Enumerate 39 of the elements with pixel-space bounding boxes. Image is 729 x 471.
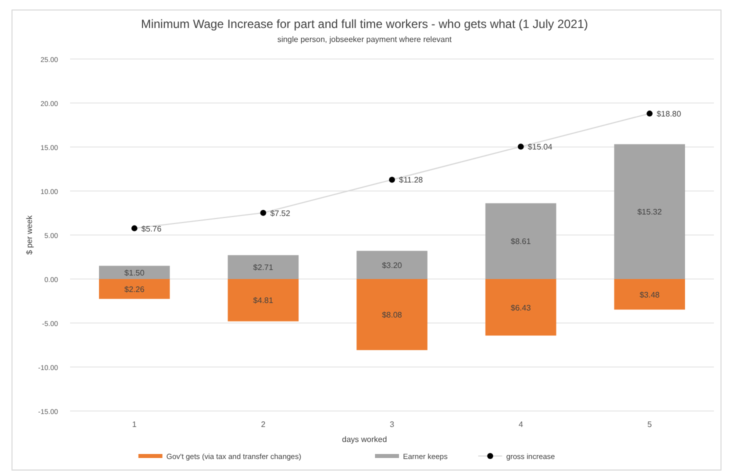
data-label: $4.81: [253, 296, 274, 306]
x-axis-title: days worked: [342, 435, 387, 444]
bar: [614, 144, 686, 279]
bar: [485, 203, 556, 279]
data-label: $7.52: [270, 208, 291, 218]
data-label: $5.76: [141, 224, 162, 234]
data-label: $2.71: [253, 263, 274, 272]
data-label: $3.20: [382, 260, 403, 270]
chart-subtitle: single person, jobseeker payment where relevant: [277, 35, 452, 44]
x-tick-label: 3: [390, 420, 395, 429]
bar: [614, 279, 686, 310]
data-label: $15.32: [637, 208, 662, 217]
bar: [98, 279, 170, 299]
point: [646, 110, 653, 117]
bar: [228, 255, 299, 279]
data-label: $1.50: [124, 268, 145, 278]
bar: [485, 279, 556, 336]
x-tick-label: 1: [132, 420, 138, 429]
x-tick-label: 5: [647, 420, 652, 429]
y-axis-title: $ per week: [25, 214, 34, 255]
bar: [356, 250, 428, 279]
data-label: $8.08: [382, 310, 403, 320]
point: [389, 176, 395, 183]
data-label: $18.80: [656, 110, 682, 119]
data-label: $15.04: [528, 142, 553, 152]
point: [131, 225, 138, 232]
chart-title: Minimum Wage Increase for part and full time workers - who gets what (1 July 2021): [140, 17, 588, 31]
data-label: $3.48: [640, 290, 660, 300]
data-label: $2.26: [124, 284, 145, 294]
point: [518, 144, 524, 150]
bar: [356, 279, 428, 350]
data-label: $8.61: [510, 237, 532, 246]
bar: [228, 279, 299, 322]
x-tick-label: 2: [260, 420, 266, 429]
x-tick-label: 4: [518, 420, 524, 429]
data-label: $6.43: [510, 303, 532, 312]
data-label: $11.28: [399, 176, 424, 185]
point: [260, 210, 266, 216]
bar: [98, 266, 170, 279]
